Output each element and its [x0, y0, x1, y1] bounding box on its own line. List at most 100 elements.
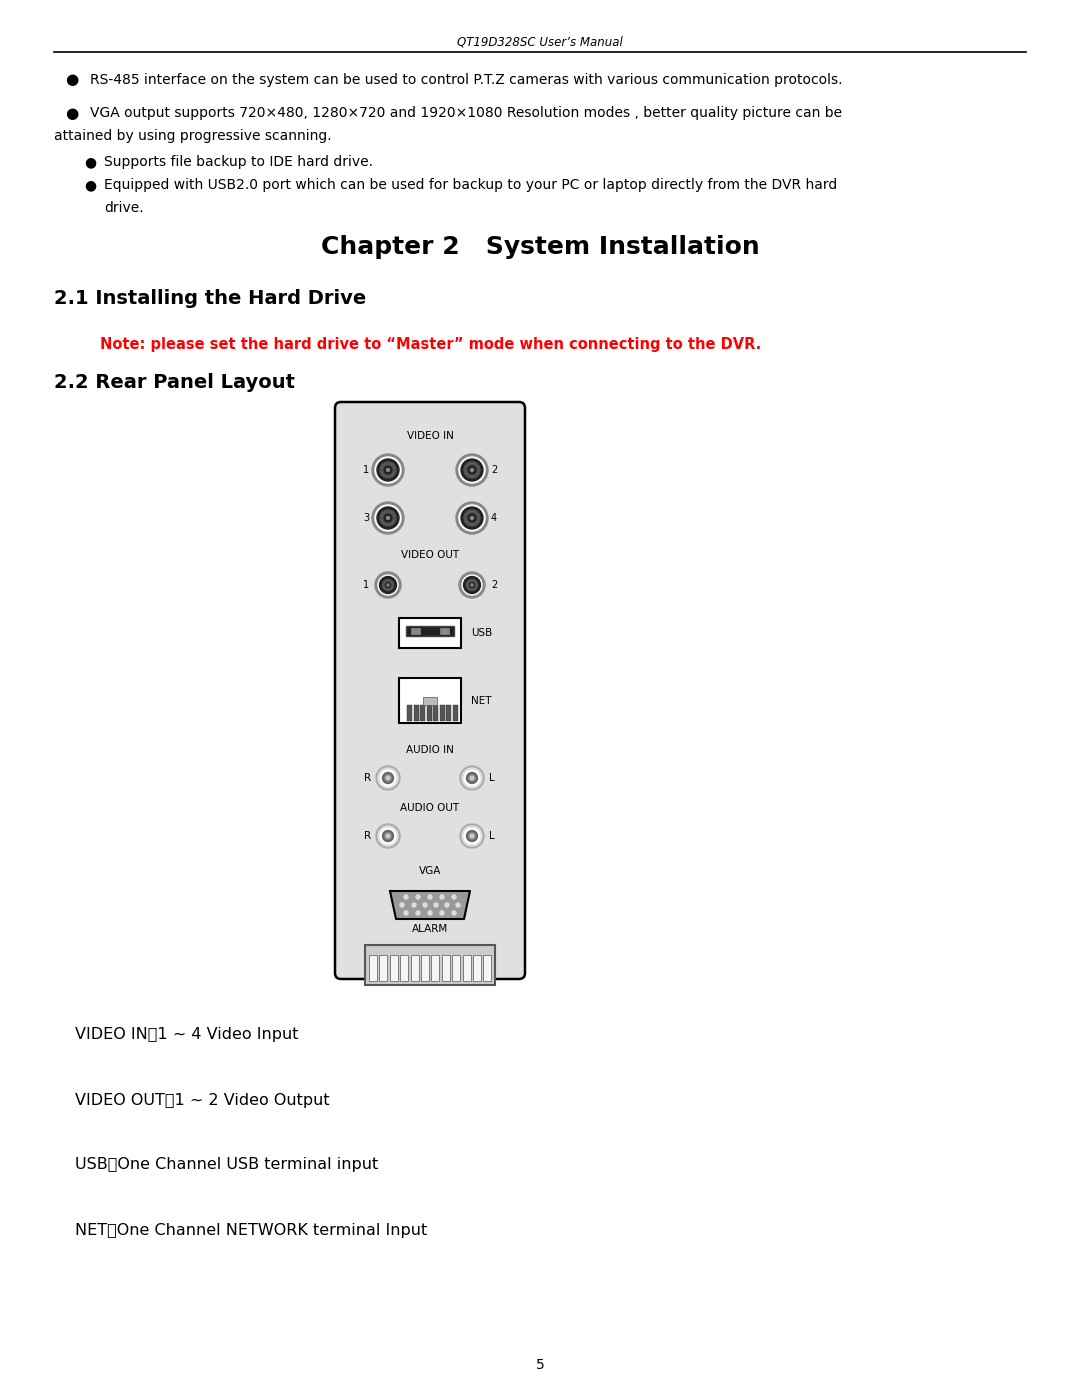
Circle shape	[378, 826, 399, 847]
Text: AUDIO OUT: AUDIO OUT	[401, 803, 460, 813]
Bar	[427, 705, 432, 721]
Text: 2: 2	[491, 580, 497, 590]
Text: Supports file backup to IDE hard drive.: Supports file backup to IDE hard drive.	[104, 155, 373, 169]
Circle shape	[375, 457, 401, 483]
Text: ALARM: ALARM	[411, 923, 448, 935]
Text: 2.2 Rear Panel Layout: 2.2 Rear Panel Layout	[54, 373, 295, 391]
Circle shape	[382, 830, 393, 841]
Text: 2.1 Installing the Hard Drive: 2.1 Installing the Hard Drive	[54, 289, 366, 307]
Circle shape	[423, 902, 427, 907]
Circle shape	[456, 902, 460, 907]
Text: 3: 3	[363, 513, 369, 522]
Circle shape	[382, 773, 393, 784]
Circle shape	[387, 517, 390, 520]
Circle shape	[461, 460, 483, 481]
Circle shape	[459, 571, 485, 598]
Text: ●: ●	[84, 155, 96, 169]
Circle shape	[471, 517, 473, 520]
Bar	[411, 629, 420, 634]
Bar	[365, 944, 495, 985]
Circle shape	[400, 902, 404, 907]
Text: Note: please set the hard drive to “Master” mode when connecting to the DVR.: Note: please set the hard drive to “Mast…	[100, 338, 761, 352]
Circle shape	[462, 826, 482, 847]
Bar	[440, 705, 445, 721]
Circle shape	[428, 895, 432, 900]
Text: drive.: drive.	[104, 201, 144, 215]
Circle shape	[460, 766, 484, 789]
Circle shape	[471, 468, 473, 472]
Circle shape	[379, 577, 396, 594]
Circle shape	[376, 766, 400, 789]
Polygon shape	[390, 891, 470, 919]
Text: R: R	[364, 773, 372, 782]
Bar	[431, 956, 440, 981]
Bar	[407, 705, 411, 721]
Bar	[421, 956, 429, 981]
Bar	[442, 956, 449, 981]
Circle shape	[380, 510, 396, 527]
Text: ●: ●	[66, 73, 79, 88]
Circle shape	[464, 510, 480, 527]
Circle shape	[468, 514, 476, 522]
Circle shape	[467, 830, 477, 841]
Circle shape	[471, 777, 473, 780]
Text: VGA output supports 720×480, 1280×720 and 1920×1080 Resolution modes , better qu: VGA output supports 720×480, 1280×720 an…	[90, 106, 842, 120]
Circle shape	[467, 580, 477, 591]
Bar	[484, 956, 491, 981]
Circle shape	[461, 507, 483, 529]
Circle shape	[471, 584, 473, 585]
Bar	[379, 956, 388, 981]
Circle shape	[467, 773, 477, 784]
Text: VIDEO IN: VIDEO IN	[406, 432, 454, 441]
Bar	[462, 956, 471, 981]
Circle shape	[375, 571, 401, 598]
Circle shape	[462, 768, 482, 788]
Circle shape	[440, 895, 444, 900]
Text: VGA: VGA	[419, 866, 442, 876]
Bar	[446, 705, 451, 721]
Bar	[399, 617, 461, 648]
Bar	[390, 956, 397, 981]
Text: Equipped with USB2.0 port which can be used for backup to your PC or laptop dire: Equipped with USB2.0 port which can be u…	[104, 177, 837, 191]
Text: QT19D328SC User’s Manual: QT19D328SC User’s Manual	[457, 35, 623, 49]
Circle shape	[464, 828, 480, 844]
Circle shape	[384, 833, 391, 840]
Circle shape	[445, 902, 449, 907]
Text: NET：One Channel NETWORK terminal Input: NET：One Channel NETWORK terminal Input	[75, 1222, 428, 1238]
Bar	[423, 697, 437, 705]
Text: 5: 5	[536, 1358, 544, 1372]
Text: R: R	[364, 831, 372, 841]
Circle shape	[469, 833, 475, 840]
Bar	[440, 629, 449, 634]
Circle shape	[387, 777, 390, 780]
Text: RS-485 interface on the system can be used to control P.T.Z cameras with various: RS-485 interface on the system can be us…	[90, 73, 842, 87]
Circle shape	[464, 770, 480, 787]
Text: 4: 4	[491, 513, 497, 522]
Circle shape	[387, 834, 390, 837]
Circle shape	[471, 834, 473, 837]
Circle shape	[382, 580, 393, 591]
Circle shape	[463, 577, 481, 594]
Text: L: L	[489, 831, 495, 841]
Circle shape	[387, 584, 389, 585]
Circle shape	[380, 462, 396, 478]
Text: ●: ●	[66, 106, 79, 120]
Circle shape	[404, 911, 408, 915]
Circle shape	[453, 895, 456, 900]
Circle shape	[462, 576, 482, 595]
Circle shape	[384, 467, 392, 474]
Circle shape	[380, 828, 396, 844]
Circle shape	[411, 902, 416, 907]
Bar	[453, 705, 458, 721]
Circle shape	[460, 824, 484, 848]
Text: 1: 1	[363, 580, 369, 590]
Bar	[369, 956, 377, 981]
Circle shape	[470, 583, 474, 588]
Circle shape	[469, 775, 475, 781]
Text: L: L	[489, 773, 495, 782]
Circle shape	[376, 824, 400, 848]
Circle shape	[384, 514, 392, 522]
Circle shape	[387, 468, 390, 472]
Bar	[453, 956, 460, 981]
Bar	[401, 956, 408, 981]
